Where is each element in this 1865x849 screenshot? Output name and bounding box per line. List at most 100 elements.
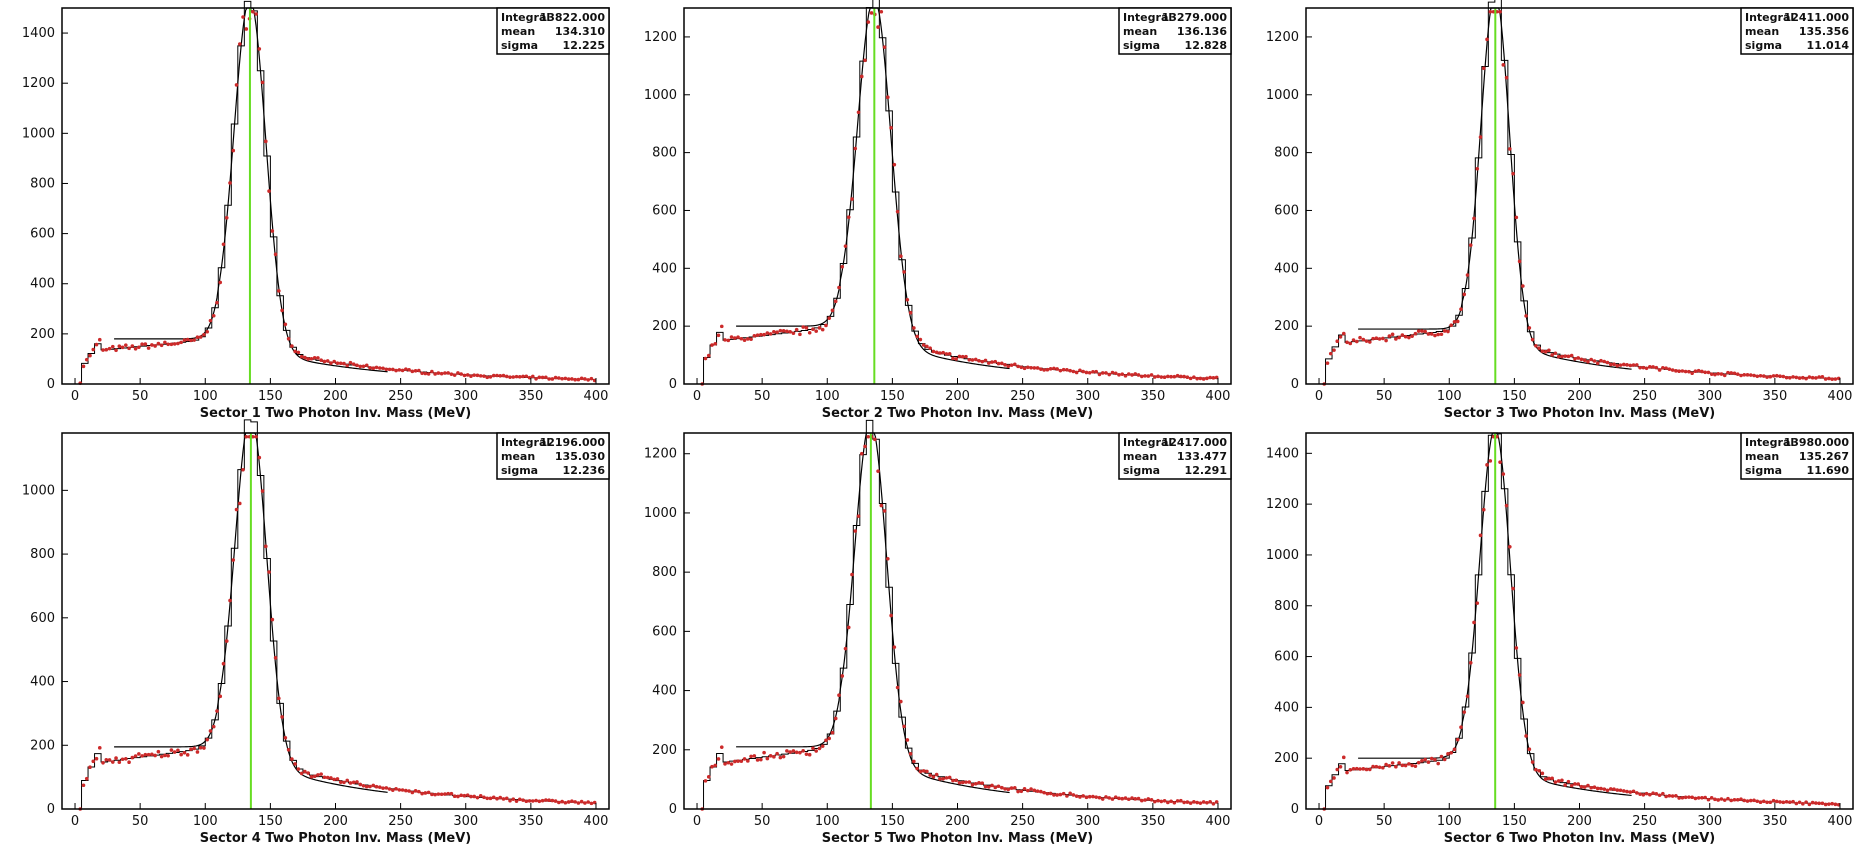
data-point — [1755, 799, 1760, 804]
data-point — [993, 785, 998, 790]
data-point — [1716, 798, 1721, 802]
data-point — [746, 337, 750, 341]
data-point — [573, 800, 577, 804]
data-point — [1185, 375, 1190, 380]
data-point — [1635, 791, 1639, 795]
data-point — [1807, 802, 1812, 807]
data-point — [1156, 374, 1160, 379]
data-point — [1211, 801, 1216, 806]
data-point — [391, 367, 395, 372]
data-point — [1765, 375, 1769, 379]
data-point — [1631, 789, 1636, 794]
data-point — [1550, 353, 1554, 357]
y-tick-label: 800 — [652, 146, 677, 161]
data-point — [1761, 799, 1766, 804]
x-tick-label: 150 — [1502, 389, 1527, 404]
data-point — [488, 375, 493, 379]
x-tick-label: 0 — [71, 814, 79, 829]
data-point — [394, 368, 398, 373]
data-point — [1113, 795, 1118, 799]
data-point — [290, 757, 294, 761]
data-point — [1107, 796, 1112, 800]
data-point — [1530, 760, 1535, 764]
data-point — [309, 356, 314, 361]
data-point — [338, 361, 343, 366]
data-point — [713, 341, 718, 346]
data-point — [1185, 800, 1190, 804]
data-point — [1166, 374, 1170, 379]
data-point — [814, 749, 818, 753]
data-point — [296, 350, 301, 355]
data-point — [120, 345, 125, 350]
data-point — [1006, 364, 1011, 369]
data-point — [501, 797, 506, 801]
data-point — [752, 333, 757, 338]
data-point — [436, 371, 441, 375]
data-point — [1139, 798, 1144, 803]
x-tick-label: 300 — [1697, 389, 1722, 404]
x-tick-label: 300 — [1075, 389, 1100, 404]
y-tick-label: 1400 — [22, 26, 55, 41]
stats-label: Integral — [1123, 11, 1172, 24]
data-point — [713, 763, 718, 768]
data-point — [1481, 66, 1486, 71]
data-point — [967, 357, 972, 362]
data-points — [78, 9, 597, 385]
data-point — [1576, 782, 1580, 786]
data-point — [296, 767, 301, 771]
data-point — [886, 556, 890, 561]
data-point — [1361, 337, 1366, 342]
data-point — [938, 777, 942, 781]
data-point — [843, 646, 848, 651]
data-point — [1061, 791, 1066, 796]
data-point — [423, 791, 428, 795]
data-point — [1573, 782, 1577, 786]
data-point — [912, 326, 916, 330]
data-point — [1084, 370, 1089, 375]
data-point — [446, 791, 450, 796]
x-tick-label: 100 — [815, 389, 840, 404]
data-point — [1618, 788, 1623, 793]
data-point — [482, 795, 486, 800]
data-point — [1830, 801, 1834, 806]
data-point — [465, 373, 470, 377]
data-point — [1726, 796, 1730, 801]
data-point — [889, 613, 893, 618]
data-point — [257, 47, 262, 51]
x-tick-label: 100 — [1437, 389, 1462, 404]
data-point — [824, 323, 828, 328]
data-point — [1608, 362, 1613, 367]
data-point — [931, 349, 936, 354]
data-point — [517, 375, 522, 379]
data-point — [404, 788, 408, 793]
data-point — [1582, 785, 1587, 789]
data-point — [335, 361, 340, 366]
data-point — [1126, 372, 1131, 376]
data-point — [732, 336, 737, 340]
data-point — [1674, 793, 1678, 798]
x-tick-label: 100 — [193, 389, 218, 404]
data-point — [1761, 374, 1766, 378]
data-point — [1569, 783, 1574, 788]
data-point — [1403, 763, 1408, 768]
data-point — [410, 369, 415, 374]
data-point — [866, 20, 871, 24]
data-point — [211, 313, 216, 318]
data-point — [1791, 375, 1795, 379]
data-point — [364, 784, 369, 789]
data-point — [1807, 375, 1812, 379]
data-point — [250, 434, 255, 439]
data-point — [104, 347, 109, 352]
data-point — [560, 376, 564, 381]
data-point — [1325, 361, 1330, 365]
plot-frame — [61, 7, 610, 385]
histogram-bars — [1319, 433, 1840, 810]
data-point — [1354, 339, 1359, 344]
data-point — [583, 801, 587, 805]
data-point — [736, 759, 740, 763]
data-point — [508, 799, 512, 803]
data-point — [1055, 367, 1059, 371]
data-point — [990, 783, 994, 788]
data-point — [371, 366, 376, 371]
data-point — [1573, 356, 1577, 361]
